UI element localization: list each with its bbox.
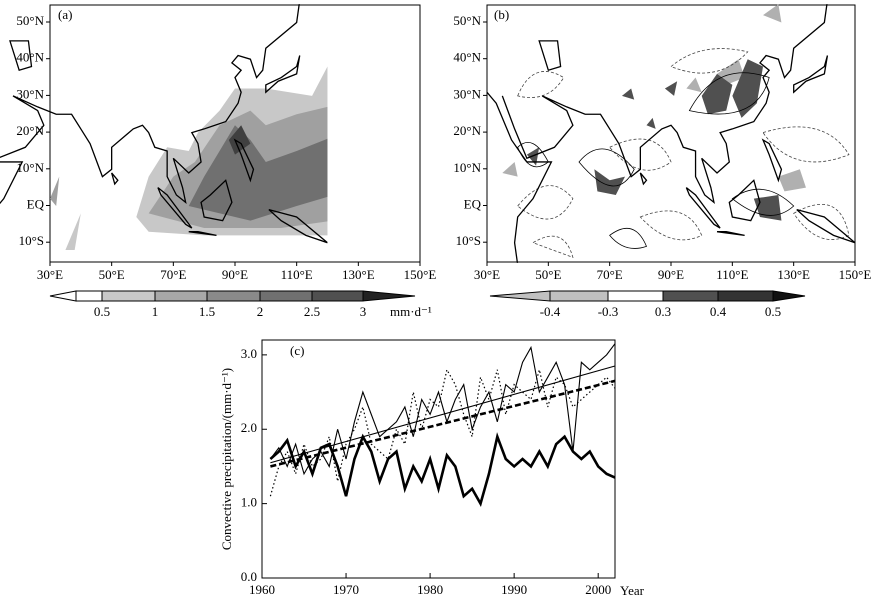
lat-label: 30°N xyxy=(16,86,44,101)
lon-label: 50°E xyxy=(535,267,561,282)
lon-label: 30°E xyxy=(37,267,63,282)
colorbar-unit: mm·d⁻¹ xyxy=(390,304,432,319)
lon-label: 70°E xyxy=(597,267,623,282)
trend-line xyxy=(270,379,616,468)
panel-label: (c) xyxy=(290,343,304,358)
y-tick-label: 0.0 xyxy=(241,569,257,584)
lat-label: 40°N xyxy=(16,50,44,65)
series-line xyxy=(269,343,616,476)
lat-label: 40°N xyxy=(453,50,481,65)
lon-label: 110°E xyxy=(716,267,748,282)
colorbar-label: 0.5 xyxy=(94,304,110,319)
colorbar-label: -0.4 xyxy=(540,304,561,319)
colorbar-label: 1.5 xyxy=(199,304,215,319)
x-tick-label: 1960 xyxy=(249,582,275,597)
series-line xyxy=(269,368,616,497)
panel-label: (b) xyxy=(494,7,509,22)
y-tick-label: 1.0 xyxy=(241,495,257,510)
map-content xyxy=(487,4,855,264)
map-a: (a) xyxy=(0,0,421,264)
x-tick-label: 2000 xyxy=(585,582,611,597)
y-axis-label: Convective precipitation/(mm·d⁻¹) xyxy=(219,368,234,550)
colorbar-label: 2.5 xyxy=(304,304,320,319)
lon-label: 150°E xyxy=(404,267,437,282)
colorbar-label: 2 xyxy=(257,304,264,319)
series-line xyxy=(269,432,616,507)
lat-label: 10°S xyxy=(19,233,44,248)
lon-label: 130°E xyxy=(777,267,810,282)
lon-label: 130°E xyxy=(342,267,375,282)
lon-label: 50°E xyxy=(99,267,125,282)
panel-label: (a) xyxy=(58,7,72,22)
colorbar-label: 3 xyxy=(360,304,367,319)
lon-label: 110°E xyxy=(281,267,313,282)
lat-label: 20°N xyxy=(453,123,481,138)
colorbar-label: 0.4 xyxy=(710,304,727,319)
colorbar-label: 1 xyxy=(152,304,159,319)
colorbar-label: -0.3 xyxy=(598,304,619,319)
x-tick-label: 1990 xyxy=(501,582,527,597)
lat-label: 10°N xyxy=(453,160,481,175)
lat-label: EQ xyxy=(27,196,45,211)
colorbar-label: 0.5 xyxy=(765,304,781,319)
plot-frame xyxy=(261,339,616,579)
lon-label: 70°E xyxy=(160,267,186,282)
y-tick-label: 3.0 xyxy=(241,346,257,361)
lon-label: 150°E xyxy=(839,267,872,282)
x-tick-label: 1970 xyxy=(333,582,359,597)
lon-label: 90°E xyxy=(222,267,248,282)
lat-label: 50°N xyxy=(453,13,481,28)
colorbar-label: 0.3 xyxy=(655,304,671,319)
lat-label: 30°N xyxy=(453,86,481,101)
colorbar-a xyxy=(49,290,416,302)
lat-label: 20°N xyxy=(16,123,44,138)
colorbar-b xyxy=(489,290,806,302)
x-axis-label: Year xyxy=(620,583,645,598)
lat-label: 10°S xyxy=(456,233,481,248)
trend-line xyxy=(270,365,616,464)
x-tick-label: 1980 xyxy=(417,582,443,597)
lat-label: 10°N xyxy=(16,160,44,175)
map-b: (b) xyxy=(486,4,856,264)
lat-label: EQ xyxy=(464,196,482,211)
lon-label: 90°E xyxy=(658,267,684,282)
lat-label: 50°N xyxy=(16,13,44,28)
y-tick-label: 2.0 xyxy=(241,420,257,435)
lon-label: 30°E xyxy=(474,267,500,282)
